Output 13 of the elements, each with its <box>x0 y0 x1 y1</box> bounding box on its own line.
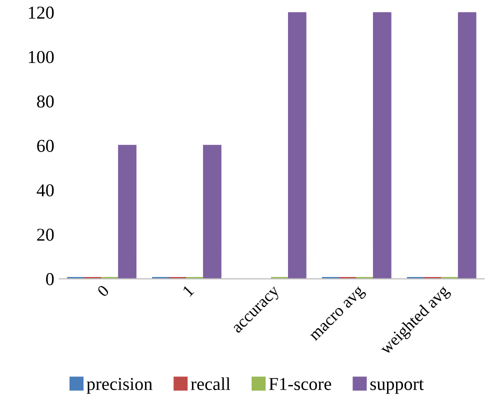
legend-label: F1-score <box>269 378 332 390</box>
y-tick-label: 0 <box>46 273 54 286</box>
y-tick-label: 20 <box>37 228 54 241</box>
y-tick-label: 60 <box>37 140 54 152</box>
y-tick-label: 80 <box>37 95 54 108</box>
legend-label: recall <box>190 377 230 390</box>
legend-label: precision <box>86 378 152 394</box>
y-tick-label: 120 <box>28 6 54 19</box>
x-tick-label: 0 <box>96 284 110 298</box>
y-tick-label: 100 <box>28 50 54 64</box>
x-tick-label: 1 <box>182 284 194 297</box>
legend-label: support <box>370 380 424 394</box>
y-tick-label: 40 <box>36 184 54 196</box>
